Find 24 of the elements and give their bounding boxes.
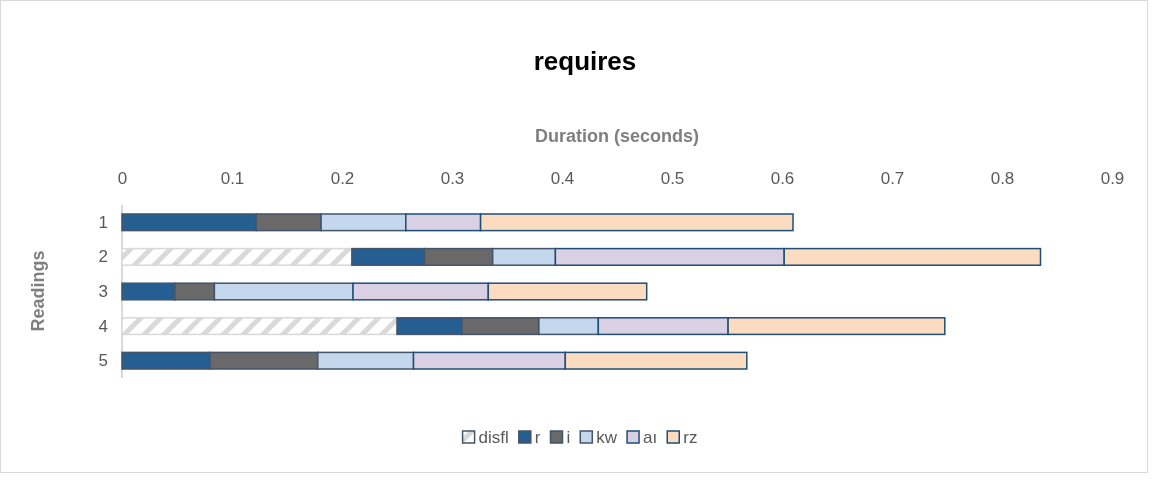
x-tick-label: 0.7: [880, 169, 905, 188]
legend-label: aı: [643, 428, 658, 447]
y-axis-title: Readings: [28, 250, 48, 332]
x-tick-label: 0.8: [990, 169, 1015, 188]
legend-label: disfl: [478, 428, 509, 447]
legend-label: kw: [596, 428, 618, 447]
x-tick-label: 0.2: [330, 169, 355, 188]
x-tick-label: 0.3: [440, 169, 465, 188]
legend-label: r: [534, 428, 541, 447]
x-tick-label: 0.1: [220, 169, 245, 188]
x-tick-label: 0.6: [770, 169, 795, 188]
x-tick-label: 0.5: [660, 169, 685, 188]
legend-label: i: [566, 428, 571, 447]
y-tick-label: 5: [98, 351, 108, 371]
chart-title: requires: [533, 46, 637, 76]
legend-label: rz: [683, 428, 698, 447]
x-tick-label: 0.9: [1100, 169, 1125, 188]
y-tick-label: 1: [98, 212, 108, 232]
x-tick-label: 0: [117, 169, 128, 188]
x-axis-title: Duration (seconds): [534, 126, 700, 146]
y-tick-label: 3: [98, 281, 108, 301]
y-tick-label: 4: [98, 316, 108, 336]
y-tick-label: 2: [98, 247, 108, 267]
x-tick-label: 0.4: [550, 169, 575, 188]
